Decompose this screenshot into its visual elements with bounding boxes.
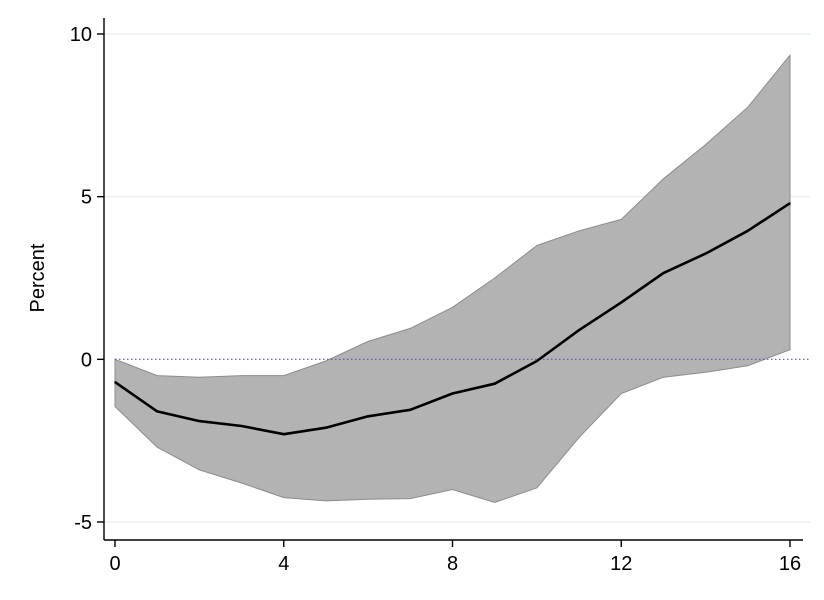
data-point-9	[493, 382, 496, 385]
data-point-10	[536, 360, 538, 362]
axes	[97, 18, 803, 547]
data-point-0	[114, 381, 116, 383]
data-point-11	[578, 329, 580, 331]
data-point-15	[747, 230, 749, 232]
tick-labels: -5 0 5 10 0 4 8 12 16	[70, 24, 801, 575]
confidence-band-layer	[114, 53, 791, 504]
data-point-13	[662, 272, 665, 274]
data-point-4	[282, 433, 285, 435]
x-tick-label-0: 0	[109, 553, 120, 575]
data-point-1	[156, 410, 158, 413]
data-point-5	[325, 426, 327, 429]
y-axis-title: Percent	[27, 243, 49, 312]
data-point-2	[198, 420, 201, 422]
y-tick-label-3: 10	[70, 24, 92, 46]
data-point-8	[451, 392, 454, 395]
data-point-12	[620, 301, 623, 304]
series-line-layer	[114, 202, 791, 436]
data-point-6	[367, 415, 369, 418]
x-tick-label-1: 4	[278, 553, 289, 575]
data-point-16	[789, 202, 791, 204]
y-tick-label-2: 5	[81, 187, 92, 209]
x-tick-label-3: 12	[610, 553, 632, 575]
data-point-7	[409, 408, 412, 411]
data-point-3	[240, 425, 243, 427]
data-point-14	[704, 252, 707, 255]
confidence-band	[114, 53, 791, 504]
y-tick-label-1: 0	[81, 349, 92, 371]
x-tick-label-4: 16	[779, 553, 801, 575]
x-tick-label-2: 8	[447, 553, 458, 575]
y-tick-label-0: -5	[74, 512, 92, 534]
